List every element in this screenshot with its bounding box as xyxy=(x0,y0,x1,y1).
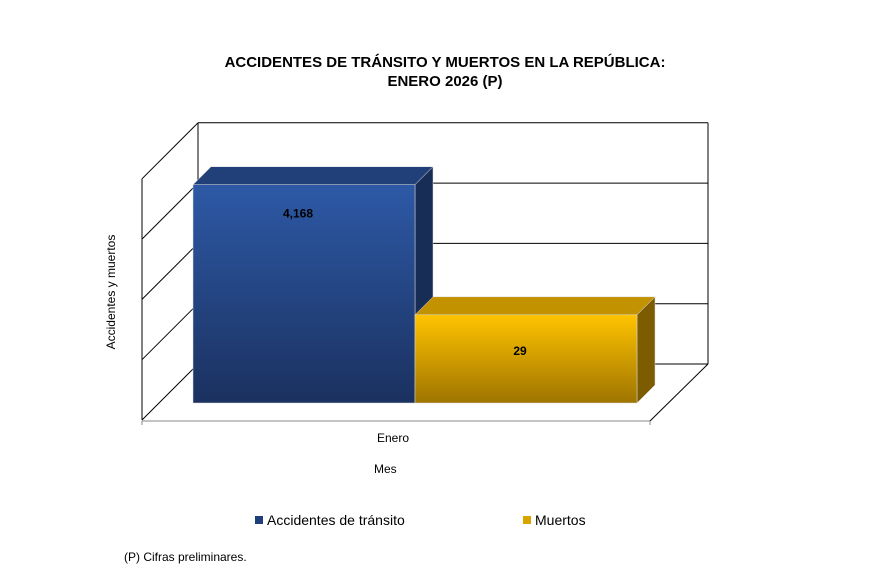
side-gridline xyxy=(141,303,199,361)
data-label: 4,168 xyxy=(283,207,313,221)
side-gridline xyxy=(141,363,199,421)
bar-muertos: 29 xyxy=(414,296,656,404)
y-axis-label: Accidentes y muertos xyxy=(104,234,118,350)
chart-title: ACCIDENTES DE TRÁNSITO Y MUERTOS EN LA R… xyxy=(224,54,666,71)
x-axis-label: Mes xyxy=(374,462,397,476)
legend-swatch xyxy=(523,516,531,524)
chart-subtitle: ENERO 2026 (P) xyxy=(387,73,503,90)
bar-top-face xyxy=(414,296,656,316)
legend-label: Accidentes de tránsito xyxy=(267,512,405,528)
bar-top-face xyxy=(192,166,434,185)
side-gridline xyxy=(141,122,199,180)
legend-item-muertos: Muertos xyxy=(523,512,586,528)
floor-right-edge xyxy=(649,363,709,422)
bar-front-face xyxy=(192,184,416,404)
data-label: 29 xyxy=(513,344,527,358)
x-tick-label: Enero xyxy=(377,431,410,445)
legend-item-accidentes: Accidentes de tránsito xyxy=(255,512,405,528)
footnote: (P) Cifras preliminares. xyxy=(124,550,247,564)
side-gridline xyxy=(141,182,199,240)
bar-front-face xyxy=(414,314,638,404)
side-gridline xyxy=(141,243,199,300)
legend-label: Muertos xyxy=(535,512,586,528)
bar-accidentes: 4,168 xyxy=(192,166,434,404)
legend-swatch xyxy=(255,516,263,524)
bar-side-face xyxy=(636,296,656,404)
